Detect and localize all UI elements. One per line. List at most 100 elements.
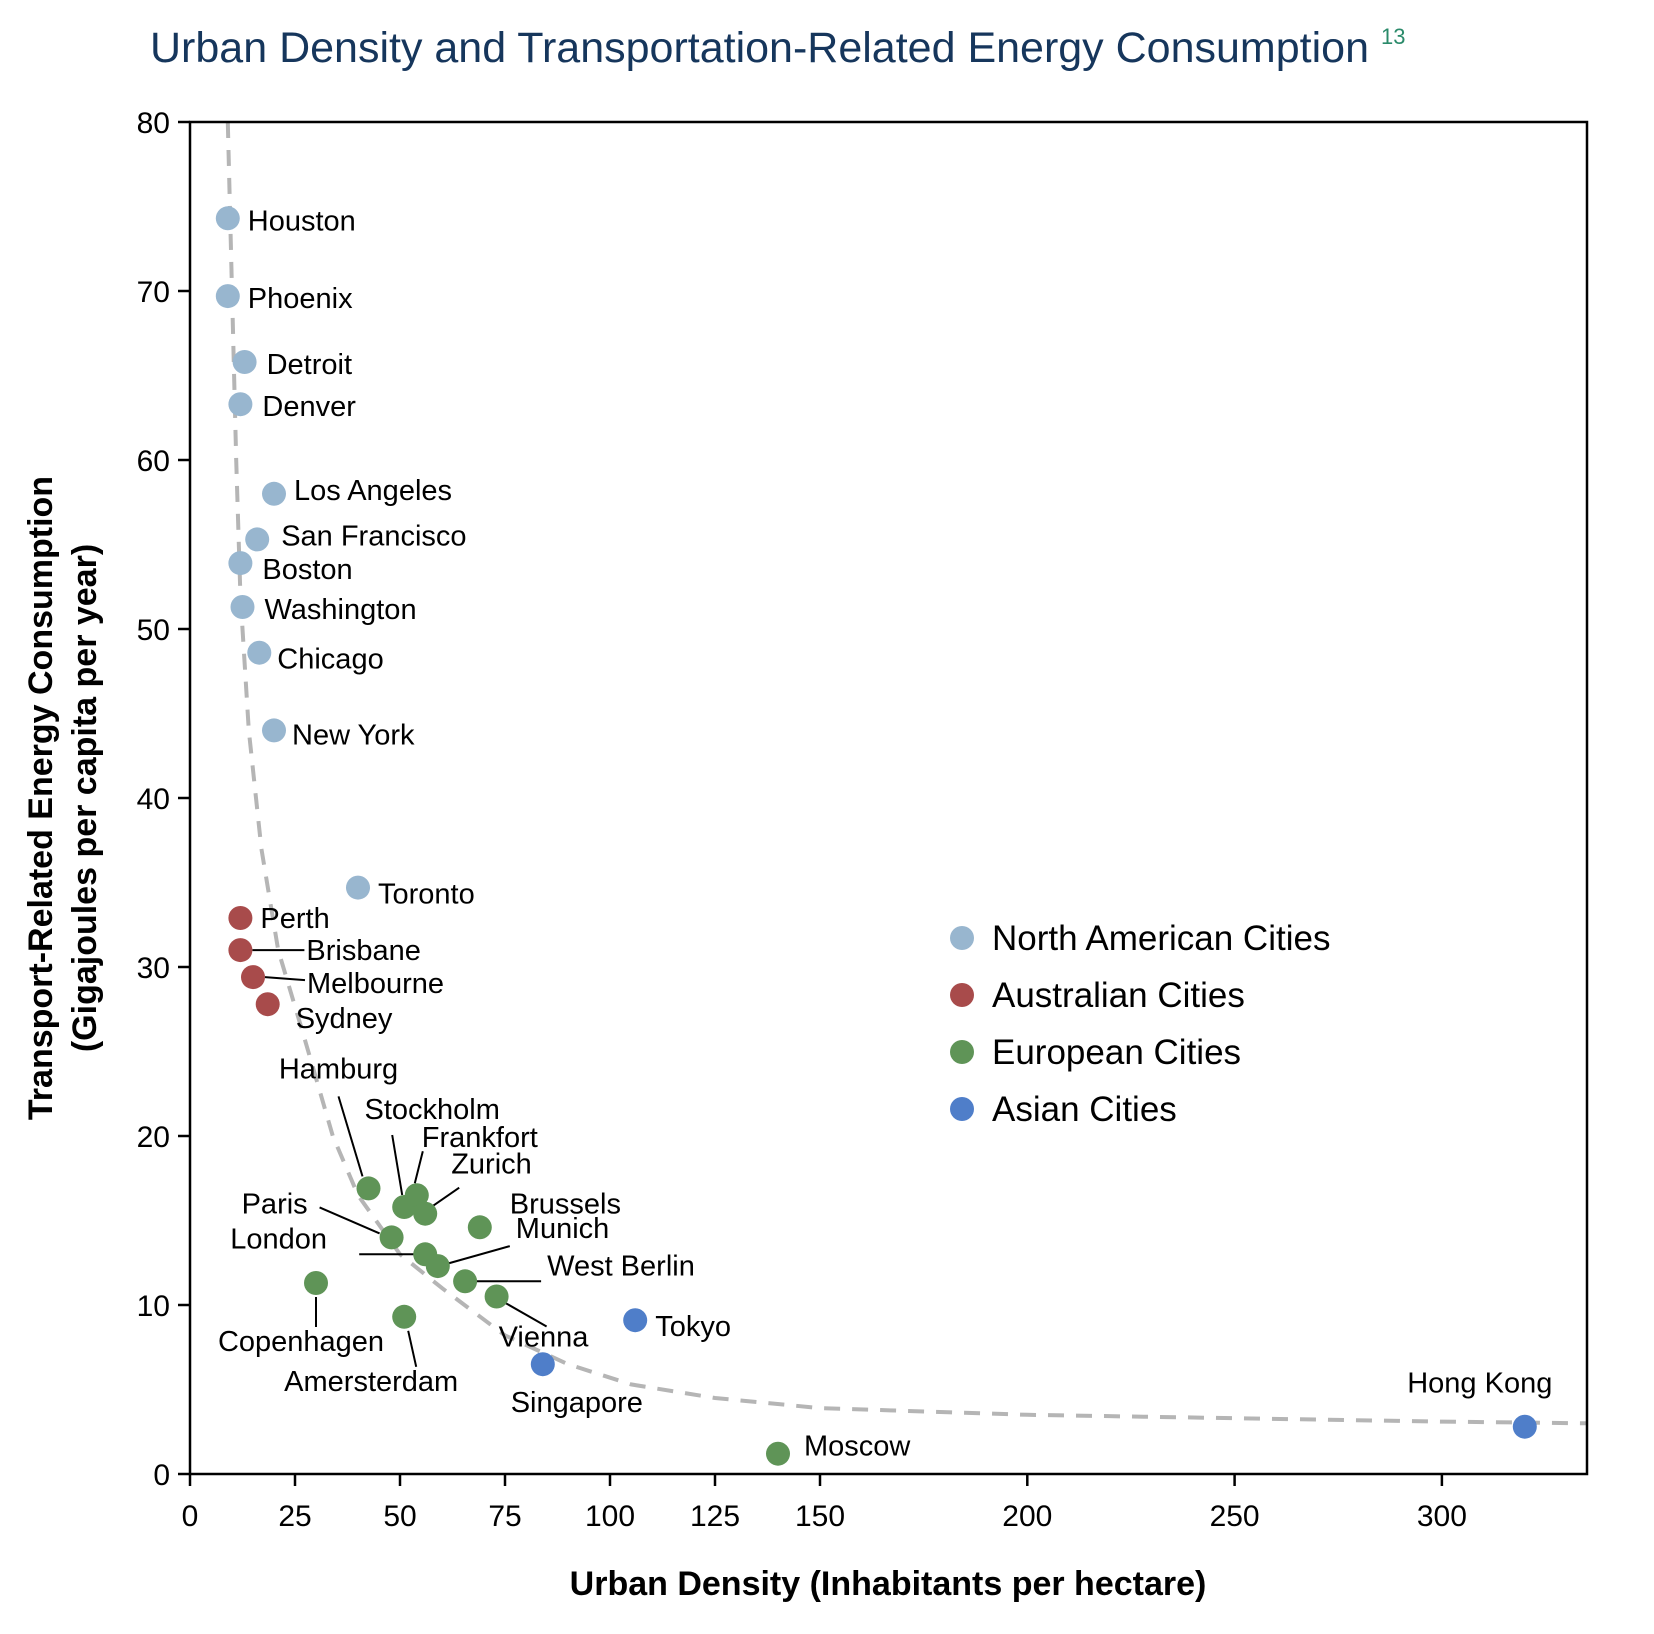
- plot-frame: [188, 120, 1589, 1476]
- point-houston: [215, 206, 240, 231]
- point-amersterdam: [392, 1304, 417, 1329]
- legend-marker-north-american-cities: [950, 926, 974, 950]
- title-footnote: 13: [1381, 24, 1405, 49]
- point-zurich: [413, 1201, 438, 1226]
- legend-marker-australian-cities: [950, 983, 974, 1007]
- point-toronto: [346, 875, 370, 900]
- point-paris: [379, 1225, 404, 1250]
- y-tick-label-10: 10: [137, 1290, 170, 1323]
- point-frankfort: [404, 1183, 429, 1208]
- label-perth: Perth: [260, 903, 329, 935]
- point-new-york: [262, 718, 286, 743]
- point-moscow: [766, 1441, 790, 1466]
- label-stockholm: Stockholm: [365, 1094, 500, 1126]
- leader-amersterdam: [407, 1330, 418, 1368]
- label-munich: Munich: [516, 1213, 610, 1245]
- label-copenhagen: Copenhagen: [218, 1326, 384, 1358]
- label-vienna: Vienna: [499, 1322, 590, 1354]
- legend-item-asian-cities: Asian Cities: [950, 1090, 1177, 1129]
- label-phoenix: Phoenix: [248, 283, 353, 315]
- point-detroit: [232, 350, 257, 374]
- label-washington: Washington: [265, 594, 417, 626]
- legend-label-australian-cities: Australian Cities: [992, 976, 1245, 1015]
- leader-vienna: [504, 1301, 548, 1328]
- label-sydney: Sydney: [296, 1003, 393, 1035]
- point-los-angeles: [262, 481, 286, 506]
- x-tick-label-125: 125: [690, 1500, 740, 1533]
- label-melbourne: Melbourne: [307, 968, 444, 1000]
- legend-marker-asian-cities: [950, 1097, 974, 1121]
- point-washington: [230, 595, 255, 619]
- label-amersterdam: Amersterdam: [284, 1366, 458, 1398]
- y-tick-label-0: 0: [153, 1459, 170, 1492]
- label-hamburg: Hamburg: [279, 1053, 398, 1085]
- y-tick-label-30: 30: [137, 952, 170, 985]
- y-axis-label-line1: Transport-Related Energy Consumption: [22, 476, 60, 1120]
- label-san-francisco: San Francisco: [281, 520, 466, 552]
- label-moscow: Moscow: [804, 1431, 911, 1463]
- point-tokyo: [623, 1308, 648, 1333]
- x-tick-label-100: 100: [585, 1500, 635, 1533]
- leader-hamburg: [337, 1096, 364, 1177]
- y-tick-label-20: 20: [137, 1121, 170, 1154]
- label-hong-kong: Hong Kong: [1407, 1368, 1552, 1400]
- legend-item-australian-cities: Australian Cities: [950, 976, 1245, 1015]
- leader-munich: [445, 1245, 511, 1266]
- point-hong-kong: [1512, 1414, 1537, 1439]
- point-boston: [228, 551, 253, 576]
- label-brussels: Brussels: [510, 1188, 621, 1220]
- point-vienna: [484, 1284, 509, 1309]
- y-tick-label-40: 40: [137, 783, 170, 816]
- x-tick-label-300: 300: [1417, 1500, 1467, 1533]
- label-new-york: New York: [292, 719, 415, 751]
- legend-item-north-american-cities: North American Cities: [950, 919, 1330, 958]
- point-perth: [228, 906, 253, 930]
- legend-item-european-cities: European Cities: [950, 1033, 1241, 1072]
- legend-marker-european-cities: [950, 1040, 974, 1064]
- point-hamburg: [356, 1176, 381, 1201]
- point-phoenix: [215, 284, 240, 309]
- y-axis-label-line2: (Gigajoules per capita per year): [66, 544, 104, 1052]
- label-chicago: Chicago: [277, 644, 383, 676]
- legend-label-european-cities: European Cities: [992, 1033, 1241, 1072]
- label-london: London: [230, 1223, 327, 1255]
- y-axis-label: Transport-Related Energy Consumption (Gi…: [22, 476, 104, 1120]
- point-munich: [425, 1254, 450, 1279]
- point-brussels: [467, 1215, 492, 1240]
- x-tick-label-200: 200: [1002, 1500, 1052, 1533]
- point-chicago: [247, 640, 272, 665]
- label-denver: Denver: [262, 391, 356, 423]
- leader-paris: [319, 1206, 380, 1235]
- leader-melbourne: [264, 976, 306, 982]
- chart-title-text: Urban Density and Transportation-Related…: [150, 24, 1369, 72]
- y-tick-label-80: 80: [137, 107, 170, 140]
- x-tick-label-0: 0: [182, 1500, 199, 1533]
- legend-label-asian-cities: Asian Cities: [992, 1090, 1177, 1129]
- leader-frankfort: [413, 1150, 424, 1184]
- label-paris: Paris: [242, 1188, 308, 1220]
- leader-stockholm: [391, 1134, 404, 1196]
- point-west-berlin: [453, 1269, 478, 1294]
- point-brisbane: [228, 938, 253, 963]
- point-melbourne: [241, 965, 265, 990]
- leader-zurich: [432, 1186, 460, 1207]
- label-frankfort: Frankfort: [422, 1122, 538, 1154]
- point-sydney: [255, 992, 280, 1017]
- label-houston: Houston: [248, 205, 356, 237]
- x-tick-label-75: 75: [488, 1500, 521, 1533]
- x-tick-label-25: 25: [278, 1500, 311, 1533]
- trend-layer: [225, 121, 1588, 1426]
- y-tick-label-70: 70: [137, 276, 170, 309]
- label-toronto: Toronto: [378, 879, 475, 911]
- legend: North American Cities Australian Cities Eu…: [950, 919, 1330, 1129]
- label-tokyo: Tokyo: [655, 1311, 731, 1343]
- point-singapore: [530, 1352, 555, 1377]
- label-zurich: Zurich: [451, 1149, 532, 1181]
- leader-lines: [252, 949, 548, 1368]
- axes: 0 10 20 30 40 50 60 70 80 0 25 50 75 100 125 150 200 250 3…: [137, 107, 1467, 1533]
- label-los-angeles: Los Angeles: [294, 475, 452, 507]
- label-singapore: Singapore: [511, 1387, 643, 1419]
- x-axis-label: Urban Density (Inhabitants per hectare): [570, 1565, 1207, 1603]
- legend-label-north-american-cities: North American Cities: [992, 919, 1330, 958]
